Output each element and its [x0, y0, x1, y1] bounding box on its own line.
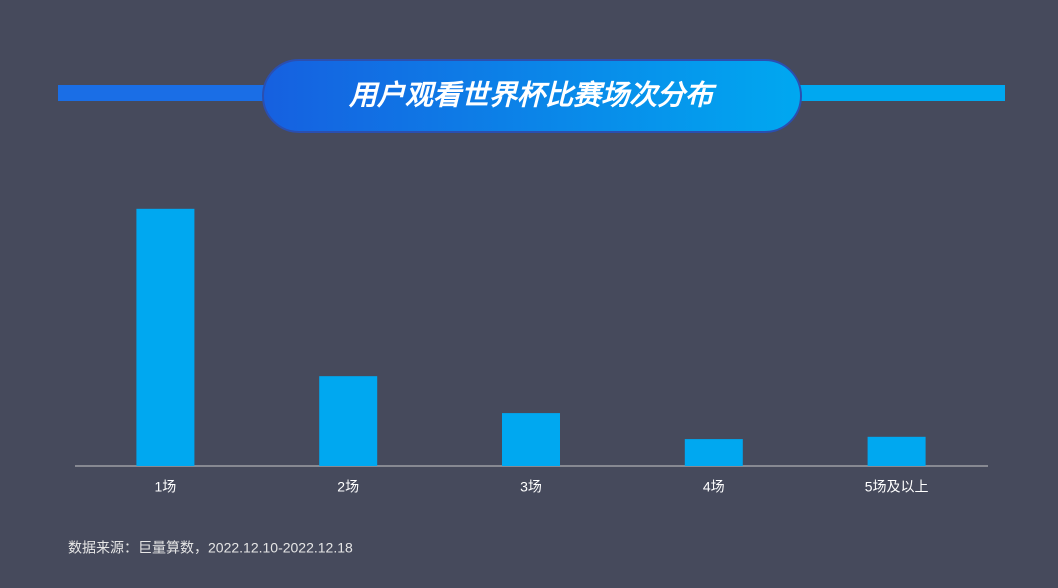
bar [319, 376, 378, 466]
x-tick-label: 5场及以上 [865, 479, 929, 495]
bar [684, 439, 743, 466]
x-tick-label: 2场 [337, 479, 359, 495]
x-tick-label: 1场 [155, 479, 177, 495]
bar [867, 436, 926, 466]
title-decoration [58, 85, 264, 101]
title-decoration [800, 85, 1005, 101]
x-tick-label: 3场 [520, 479, 542, 495]
title-pill [262, 59, 802, 133]
x-tick-label: 4场 [703, 479, 725, 495]
bar [502, 413, 560, 466]
chart-title: 用户观看世界杯比赛场次分布 [348, 79, 717, 110]
bar [136, 208, 195, 467]
source-note: 数据来源：巨量算数，2022.12.10-2022.12.18 [68, 540, 353, 556]
